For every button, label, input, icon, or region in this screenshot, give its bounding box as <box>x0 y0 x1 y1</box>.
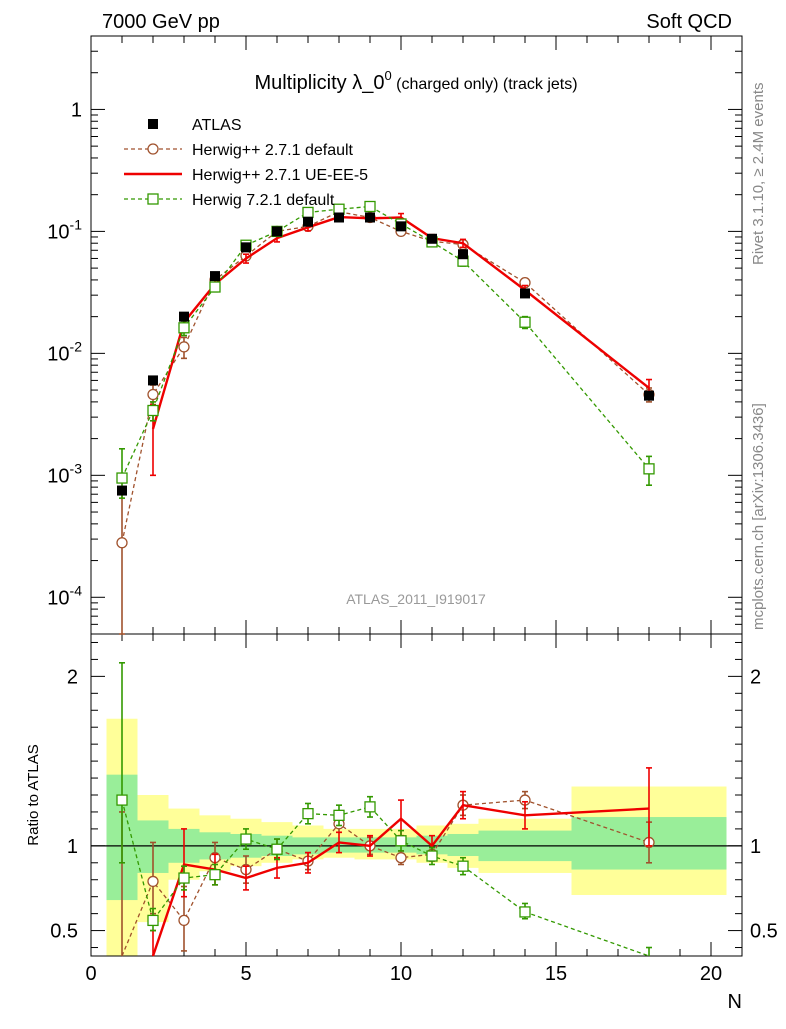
y-tick-label-base: 10 <box>47 465 69 487</box>
title-tail: (charged only) (track jets) <box>392 76 578 93</box>
y-tick-label-main: 10-3 <box>47 460 82 487</box>
series-3-ratio-point <box>147 914 159 927</box>
green-band-bin <box>447 833 479 857</box>
series-3-ratio-point <box>240 833 252 845</box>
x-tick-label: 20 <box>700 963 722 985</box>
series-1-ratio-point <box>395 852 407 864</box>
chart-title: Multiplicity λ_00 (charged only) (track … <box>254 68 577 94</box>
series-1-line <box>121 211 650 543</box>
y-tick-label-main: 10-4 <box>47 582 82 609</box>
series-3-ratio-point <box>364 801 376 813</box>
atlas-data-point <box>334 212 344 223</box>
y-tick-label-ratio-right: 2 <box>750 666 761 688</box>
series-3-ratio-point <box>457 860 469 872</box>
legend: ATLAS Herwig++ 2.7.1 default Herwig++ 2.7.… <box>124 117 368 209</box>
ratio-y-axis-label: Ratio to ATLAS <box>25 744 42 845</box>
atlas-data-point <box>458 249 468 260</box>
series-3-point <box>519 316 531 328</box>
y-tick-label-ratio-left: 1 <box>67 836 78 858</box>
series-3-ratio-point <box>426 850 438 862</box>
series-1-ratio-point <box>178 914 190 927</box>
title-main: Multiplicity λ_0 <box>254 72 384 94</box>
series-3-ratio-point <box>271 843 283 855</box>
series-3-point <box>178 322 190 334</box>
atlas-data-point <box>272 226 282 237</box>
series-3-point <box>364 200 376 213</box>
atlas-data-point <box>210 271 220 282</box>
header-right: Soft QCD <box>646 11 732 33</box>
y-tick-label-main: 10-2 <box>47 338 82 365</box>
atlas-data-point <box>303 216 313 227</box>
series-3-ratio-point <box>209 869 221 881</box>
series-3-point <box>643 463 655 475</box>
main-panel-frame <box>90 35 743 635</box>
x-tick-label: 5 <box>240 963 251 985</box>
series-3-ratio-point <box>116 794 128 806</box>
y-tick-label-ratio-left: 2 <box>67 666 78 688</box>
series-1-ratio-line <box>121 799 650 957</box>
atlas-data-point <box>427 233 437 244</box>
legend-marker <box>147 143 159 155</box>
y-tick-label-base: 10 <box>47 343 69 365</box>
x-axis-label: N <box>728 991 742 1013</box>
y-tick-label-base: 10 <box>47 221 69 243</box>
series-3-ratio-point <box>302 807 314 820</box>
atlas-data-point <box>520 288 530 299</box>
series-3-point <box>116 472 128 484</box>
analysis-watermark: ATLAS_2011_I919017 <box>346 591 486 607</box>
atlas-data-point <box>644 390 654 401</box>
atlas-data-point <box>179 311 189 322</box>
legend-label: Herwig++ 2.7.1 default <box>192 142 354 159</box>
series-3-point <box>209 281 221 293</box>
y-tick-label-ratio-right: 1 <box>750 836 761 858</box>
y-tick-label-exponent: -4 <box>70 582 83 598</box>
legend-marker <box>148 119 158 129</box>
y-tick-label-base: 10 <box>47 587 69 609</box>
atlas-data-point <box>117 485 127 496</box>
series-3-ratio-point <box>519 906 531 918</box>
y-tick-label-ratio-right: 0.5 <box>750 921 778 943</box>
series-3-ratio-point <box>395 835 407 847</box>
axis-ticks <box>90 35 743 956</box>
y-tick-label-exponent: -3 <box>70 460 83 476</box>
legend-label: Herwig++ 2.7.1 UE-EE-5 <box>192 167 368 184</box>
y-tick-label-exponent: -2 <box>70 338 83 354</box>
y-tick-label-main: 1 <box>71 99 82 121</box>
series-1-point <box>116 537 128 549</box>
series-3-point <box>147 404 159 417</box>
x-tick-label: 15 <box>545 963 567 985</box>
series-3-ratio-point <box>333 809 345 821</box>
title-superscript: 0 <box>384 68 391 83</box>
series-1-point <box>178 341 190 353</box>
ratio-plot-series <box>116 662 655 957</box>
rivet-label: Rivet 3.1.10, ≥ 2.4M events <box>750 83 767 266</box>
atlas-data-point <box>396 221 406 232</box>
legend-label: Herwig 7.2.1 default <box>192 192 335 209</box>
x-tick-label: 10 <box>390 963 412 985</box>
main-plot-series <box>116 200 655 635</box>
series-1-ratio-point <box>147 875 159 888</box>
atlas-data-point <box>241 242 251 253</box>
x-tick-label: 0 <box>85 963 96 985</box>
series-1-point <box>147 388 159 401</box>
mcplots-label: mcplots.cern.ch [arXiv:1306.3436] <box>750 403 767 630</box>
y-tick-label-ratio-left: 0.5 <box>50 921 78 943</box>
y-tick-label-base: 1 <box>71 99 82 121</box>
series-3-line <box>121 205 650 479</box>
legend-marker <box>147 193 159 205</box>
legend-label: ATLAS <box>192 117 242 134</box>
header-left: 7000 GeV pp <box>102 11 220 33</box>
series-3-ratio-point <box>178 872 190 884</box>
y-tick-label-exponent: -1 <box>70 216 83 232</box>
series-2-line <box>151 215 650 430</box>
y-tick-label-main: 10-1 <box>47 216 82 243</box>
atlas-data-point <box>148 375 158 386</box>
atlas-data-point <box>365 212 375 223</box>
